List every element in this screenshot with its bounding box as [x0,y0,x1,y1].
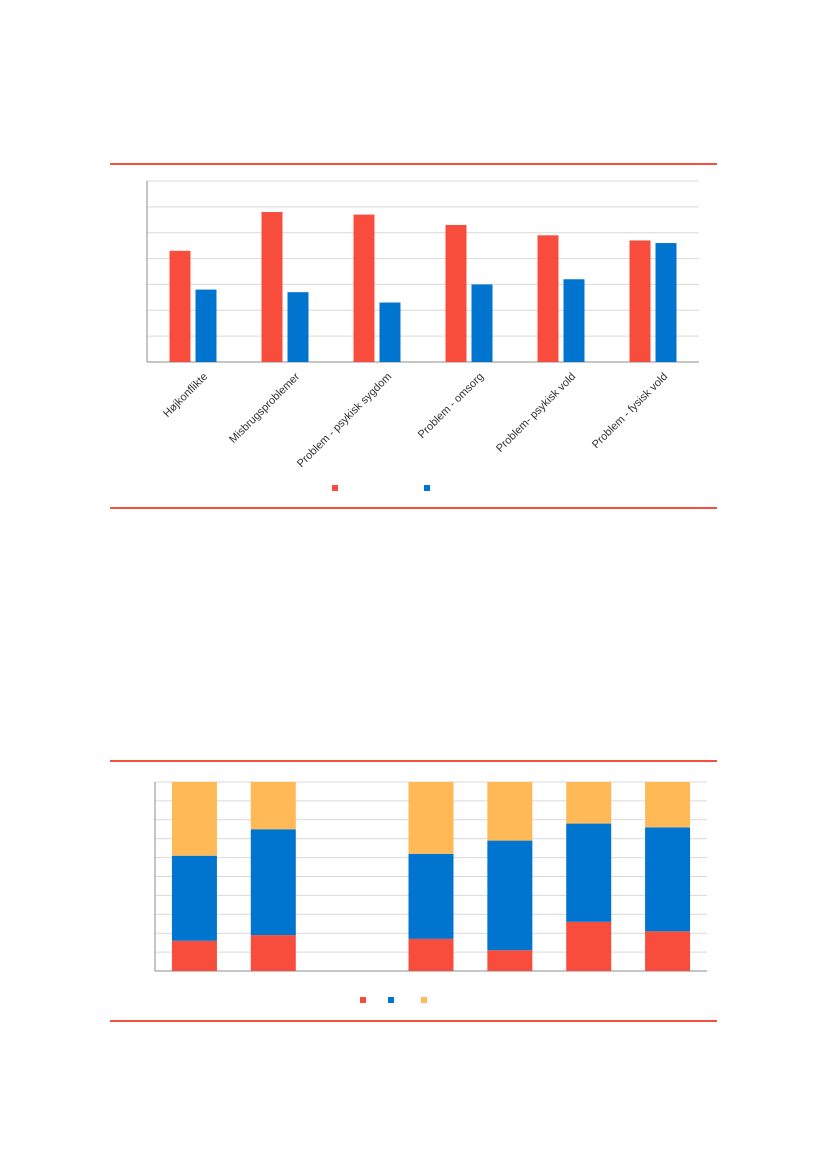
stacked-bar-segment-1-6 [566,921,612,971]
stacked-bar-segment-1-1 [171,940,217,971]
bar-series-1-6 [629,240,651,362]
bar-series-1-4 [445,224,467,362]
legend-swatch-series-1 [360,997,366,1003]
stacked-bar-segment-1-5 [487,950,533,971]
legend-swatch-series-2 [424,485,430,491]
top-rule-chart-2 [110,760,717,762]
stacked-bar-segment-1-4 [408,938,454,971]
bar-series-2-2 [287,292,309,362]
bottom-rule-chart-2 [110,1020,717,1022]
stacked-bar-segment-1-2 [250,935,296,971]
stacked-bar-segment-3-5 [487,782,533,841]
bar-series-1-2 [261,212,283,362]
stacked-bar-segment-3-1 [171,782,217,856]
stacked-bar-segment-3-6 [566,782,612,824]
stacked-bar-segment-2-6 [566,823,612,922]
bar-series-2-4 [471,284,493,362]
stacked-bar-segment-3-4 [408,782,454,854]
stacked-bar-segment-3-7 [645,782,691,828]
bar-series-2-1 [195,289,217,362]
top-rule-chart-1 [110,163,717,165]
stacked-bar-segment-2-1 [171,855,217,941]
stacked-bar-segment-2-2 [250,829,296,936]
bar-series-1-5 [537,235,559,362]
bar-series-2-3 [379,302,401,362]
stacked-bar-segment-1-7 [645,931,691,971]
stacked-bar-segment-3-2 [250,782,296,830]
legend-swatch-series-2 [388,997,394,1003]
bar-series-2-5 [563,279,585,362]
stacked-bar-segment-2-5 [487,840,533,951]
bar-series-1-3 [353,214,375,362]
stacked-bar-segment-2-7 [645,827,691,932]
bottom-rule-chart-1 [110,507,717,509]
stacked-bar-segment-2-4 [408,853,454,939]
bar-series-2-6 [655,243,677,362]
legend-swatch-series-1 [332,485,338,491]
bar-series-1-1 [169,250,191,362]
legend-swatch-series-3 [421,997,427,1003]
